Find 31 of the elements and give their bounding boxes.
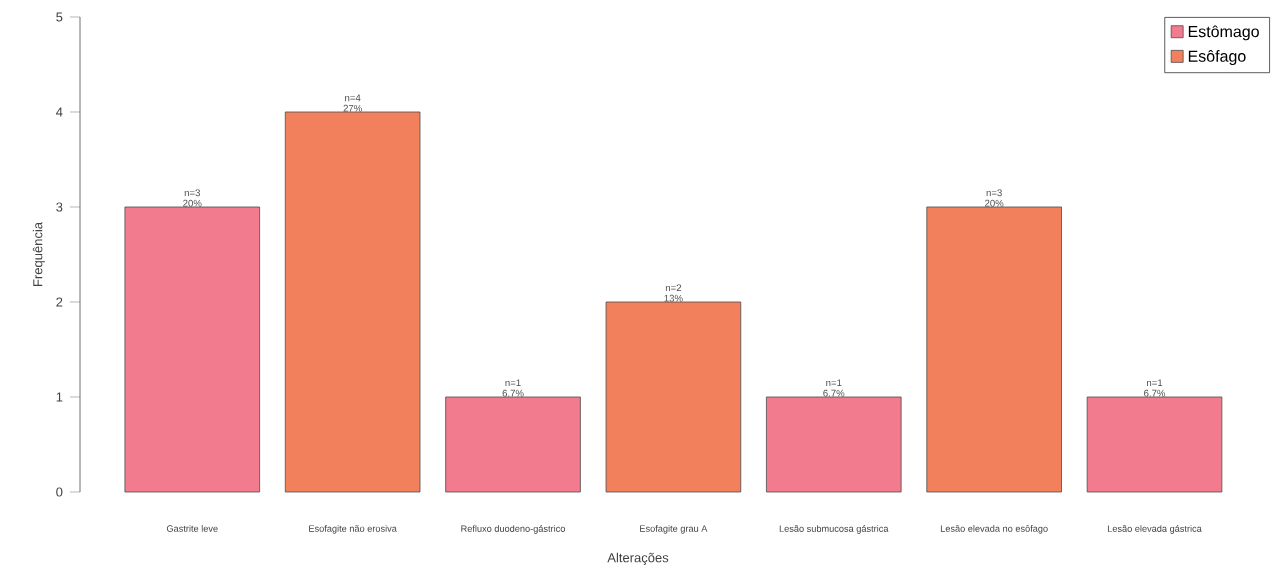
x-tick-label: Gastrite leve [166, 525, 218, 532]
y-tick-label: 2 [56, 297, 63, 307]
y-tick-label: 4 [56, 107, 63, 117]
x-tick-label: Lesão elevada no esôfago [940, 525, 1048, 534]
data-label: n=1 6.7% [1144, 379, 1166, 397]
legend-label: Esôfago [1188, 50, 1246, 66]
data-label: n=2 13% [664, 284, 683, 302]
y-axis-title: Frequência [32, 222, 45, 286]
data-label: n=3 20% [985, 189, 1004, 207]
x-tick-label: Refluxo duodeno-gástrico [461, 525, 566, 534]
x-tick-label: Lesão submucosa gástrica [779, 525, 889, 534]
y-tick-label: 3 [56, 202, 63, 212]
x-axis-title: Alterações [607, 552, 669, 565]
y-tick-label: 5 [56, 12, 63, 22]
x-tick-label: Lesão elevada gástrica [1107, 525, 1202, 534]
data-label: n=1 6.7% [502, 379, 524, 397]
bar [766, 396, 902, 493]
x-tick-label: Esofagite grau A [640, 525, 708, 534]
bar [124, 206, 261, 493]
y-tick-label: 1 [56, 392, 63, 402]
bar [445, 396, 581, 493]
bar [605, 301, 742, 493]
bar [1086, 396, 1223, 493]
data-label: n=1 6.7% [823, 379, 845, 397]
data-label: n=3 20% [183, 189, 202, 207]
legend-label: Estômago [1188, 25, 1259, 41]
x-tick-label: Esofagite não erosiva [309, 525, 397, 534]
data-label: n=4 27% [343, 94, 362, 112]
y-tick-label: 0 [56, 487, 63, 497]
bar [284, 111, 421, 493]
bar [926, 206, 1062, 493]
